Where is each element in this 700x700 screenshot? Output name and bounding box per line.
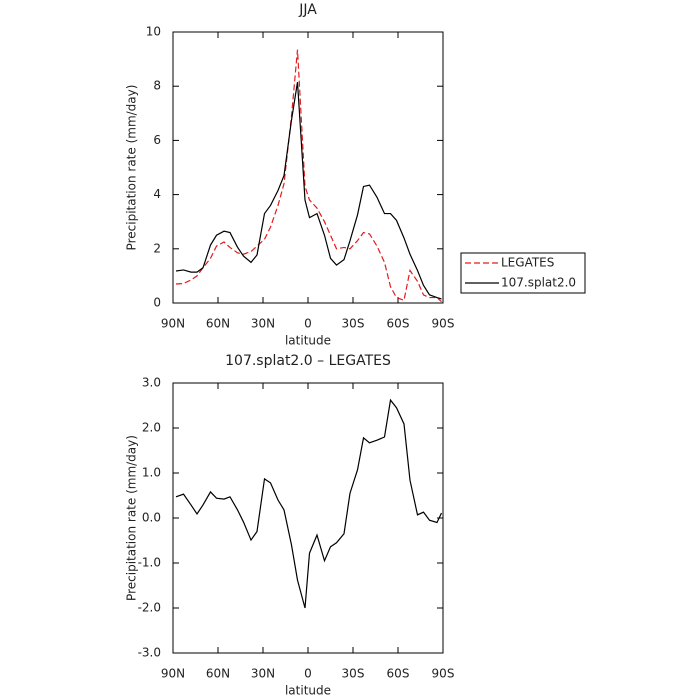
x-tick-label: 30S [342,317,365,331]
y-tick-label: -3.0 [138,646,161,660]
y-tick-label: 0 [153,296,161,310]
x-tick-label: 60N [206,667,230,681]
x-tick-label: 0 [304,667,312,681]
y-tick-label: 3.0 [142,376,161,390]
x-tick-label: 60S [387,317,410,331]
y-tick-label: 6 [153,133,161,147]
x-tick-label: 0 [304,317,312,331]
x-tick-label: 30N [251,317,275,331]
legend-label: LEGATES [501,256,554,270]
y-tick-label: 4 [153,187,161,201]
y-tick-label: 8 [153,79,161,93]
plot-frame [172,382,444,654]
y-tick-label: -1.0 [138,556,161,570]
y-axis-label: Precipitation rate (mm/day) [125,435,139,601]
x-axis-label: latitude [285,684,331,698]
series-line [175,49,442,303]
y-tick-label: 2 [153,241,161,255]
x-tick-label: 90S [432,667,455,681]
chart-title: 107.splat2.0 – LEGATES [225,353,391,369]
x-tick-label: 60N [206,317,230,331]
x-tick-label: 30S [342,667,365,681]
x-tick-label: 30N [251,667,275,681]
y-tick-label: 10 [146,25,161,39]
y-tick-label: 1.0 [142,466,161,480]
y-tick-label: 2.0 [142,421,161,435]
y-tick-label: -2.0 [138,601,161,615]
x-tick-label: 90N [161,667,185,681]
series-line [175,398,443,609]
legend-label: 107.splat2.0 [501,276,576,290]
x-tick-label: 90N [161,317,185,331]
series-line [175,82,442,300]
plot-frame [172,31,444,304]
y-tick-label: 0.0 [142,511,161,525]
y-axis-label: Precipitation rate (mm/day) [125,85,139,251]
chart-title: JJA [298,2,317,18]
legend-box [460,252,586,294]
x-tick-label: 60S [387,667,410,681]
x-tick-label: 90S [432,317,455,331]
x-axis-label: latitude [285,334,331,348]
